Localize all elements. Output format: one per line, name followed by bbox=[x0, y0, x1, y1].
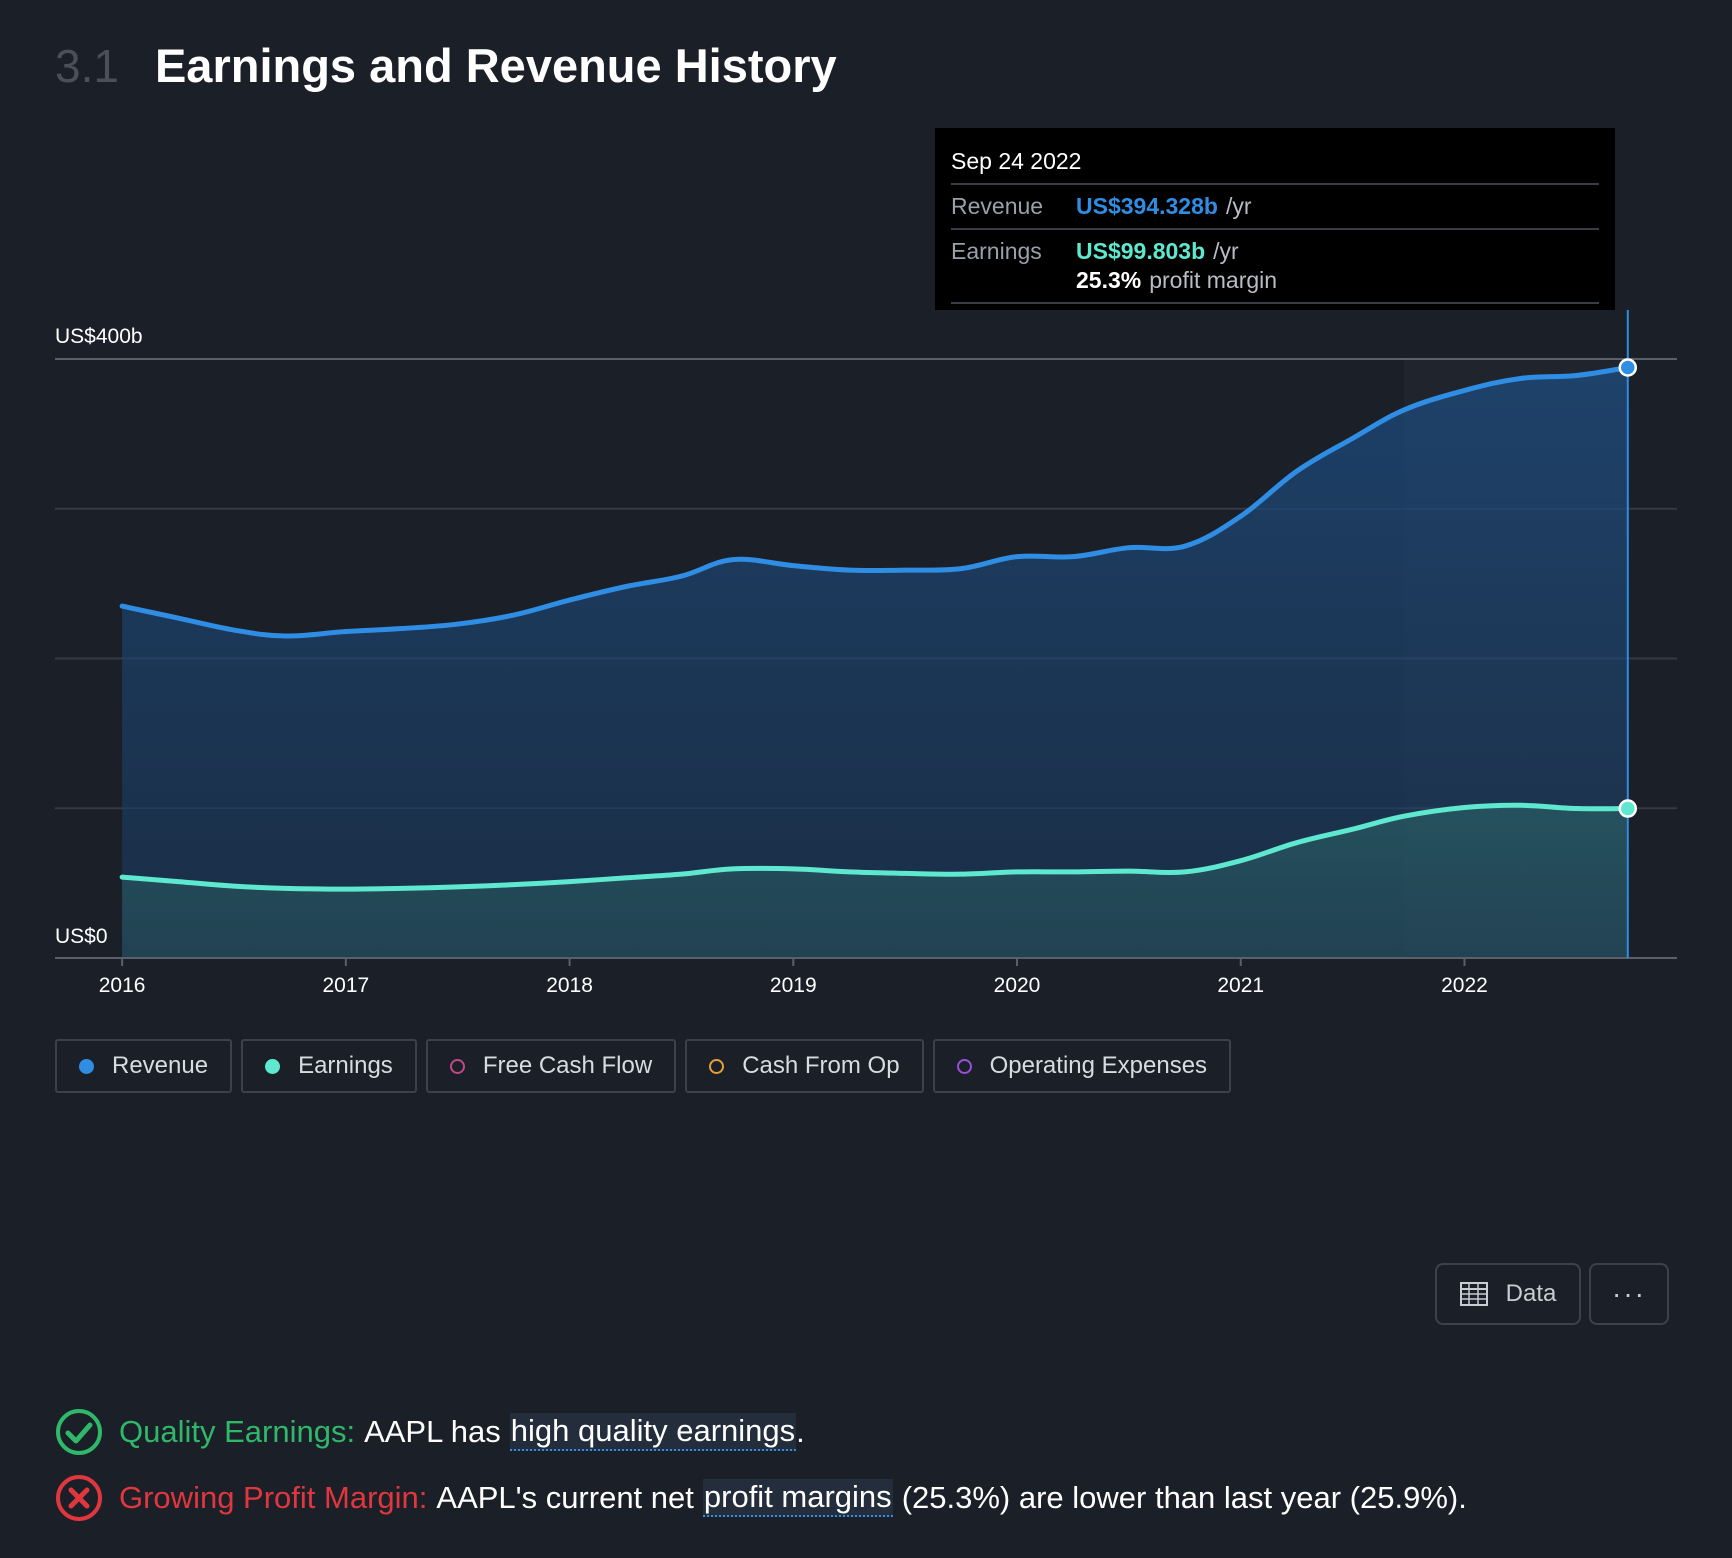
section-title: Earnings and Revenue History bbox=[154, 39, 837, 92]
tooltip-earnings-unit: /yr bbox=[1213, 238, 1239, 264]
legend-cash-from-op-label: Cash From Op bbox=[742, 1052, 900, 1079]
tooltip-revenue-row: Revenue US$394.328b /yr bbox=[951, 185, 1599, 230]
tooltip-margin-row: 25.3% profit margin bbox=[951, 267, 1599, 296]
legend-operating-expenses[interactable]: Operating Expenses bbox=[932, 1039, 1232, 1093]
legend-revenue[interactable]: Revenue bbox=[55, 1039, 233, 1093]
more-options-button[interactable]: ··· bbox=[1589, 1263, 1669, 1325]
more-icon: ··· bbox=[1612, 1278, 1646, 1309]
tooltip-earnings-label: Earnings bbox=[951, 238, 1042, 264]
tooltip-date: Sep 24 2022 bbox=[951, 148, 1599, 185]
x-tick-label: 2019 bbox=[770, 974, 817, 997]
area-layer bbox=[122, 367, 1628, 959]
tooltip-revenue-unit: /yr bbox=[1225, 193, 1252, 219]
legend-free-cash-flow-label: Free Cash Flow bbox=[482, 1052, 653, 1079]
quality-earnings-period: . bbox=[796, 1414, 805, 1449]
section-header: 3.1 Earnings and Revenue History bbox=[55, 38, 837, 93]
tooltip-revenue-value: US$394.328b bbox=[1076, 193, 1218, 219]
high-quality-earnings-link[interactable]: high quality earnings bbox=[509, 1413, 797, 1451]
section-number: 3.1 bbox=[55, 40, 119, 92]
legend-free-cash-flow[interactable]: Free Cash Flow bbox=[425, 1039, 677, 1093]
quality-earnings-check: Quality Earnings: AAPL has high quality … bbox=[55, 1408, 805, 1456]
legend-revenue-label: Revenue bbox=[112, 1052, 209, 1079]
cross-circle-icon bbox=[56, 1475, 102, 1521]
y-tick-label: US$0 bbox=[55, 925, 108, 948]
x-tick-label: 2021 bbox=[1217, 974, 1264, 997]
revenue-dot-icon bbox=[79, 1058, 94, 1074]
earnings-revenue-chart[interactable]: US$0 US$400b 2016 2017 2018 2019 2020 2021 2022 bbox=[0, 0, 1732, 1100]
quality-earnings-label: Quality Earnings: bbox=[119, 1414, 356, 1449]
axis-layer: US$0 US$400b 2016 2017 2018 2019 2020 2021 2022 bbox=[55, 325, 1677, 997]
x-tick-label: 2020 bbox=[994, 974, 1041, 997]
x-tick-label: 2018 bbox=[546, 974, 593, 997]
profit-margin-text-1: AAPL's current net bbox=[436, 1480, 694, 1515]
legend-earnings[interactable]: Earnings bbox=[241, 1039, 417, 1093]
x-tick-label: 2016 bbox=[99, 974, 146, 997]
line-layer bbox=[119, 364, 1631, 892]
cash-from-op-ring-icon bbox=[709, 1058, 725, 1074]
earnings-dot-icon bbox=[265, 1058, 281, 1074]
revenue-line bbox=[119, 364, 1631, 639]
tooltip-divider bbox=[951, 302, 1599, 304]
x-tick-label: 2017 bbox=[322, 974, 369, 997]
revenue-marker bbox=[1618, 358, 1638, 377]
operating-expenses-ring-icon bbox=[956, 1058, 972, 1074]
data-button-label: Data bbox=[1505, 1280, 1557, 1307]
marker-layer bbox=[1618, 310, 1638, 958]
quality-earnings-text: AAPL has bbox=[364, 1414, 501, 1449]
tooltip-earnings-row: Earnings US$99.803b /yr bbox=[951, 230, 1599, 267]
earnings-marker bbox=[1618, 799, 1638, 818]
tooltip-margin-label: profit margin bbox=[1149, 267, 1278, 293]
growing-profit-margin-check: Growing Profit Margin: AAPL's current ne… bbox=[55, 1474, 1467, 1522]
tooltip-earnings-value: US$99.803b bbox=[1076, 238, 1206, 264]
legend-cash-from-op[interactable]: Cash From Op bbox=[685, 1039, 924, 1093]
earnings-line bbox=[119, 802, 1631, 892]
legend-operating-expenses-label: Operating Expenses bbox=[989, 1052, 1208, 1079]
chart-legend: Revenue Earnings Free Cash Flow Cash Fro… bbox=[55, 1039, 1232, 1093]
tooltip-revenue-label: Revenue bbox=[951, 193, 1044, 219]
data-button[interactable]: Data bbox=[1435, 1263, 1581, 1325]
table-icon bbox=[1459, 1282, 1488, 1306]
legend-earnings-label: Earnings bbox=[298, 1052, 393, 1079]
growing-profit-margin-label: Growing Profit Margin: bbox=[119, 1480, 428, 1515]
revenue-area bbox=[122, 367, 1628, 959]
tooltip-margin-value: 25.3% bbox=[1076, 267, 1142, 293]
free-cash-flow-ring-icon bbox=[449, 1058, 465, 1074]
y-tick-label: US$400b bbox=[55, 325, 143, 348]
earnings-area bbox=[122, 805, 1628, 958]
check-circle-icon bbox=[56, 1409, 102, 1455]
profit-margins-link[interactable]: profit margins bbox=[702, 1479, 893, 1517]
profit-margin-text-2: (25.3%) are lower than last year (25.9%)… bbox=[901, 1480, 1467, 1515]
chart-tooltip: Sep 24 2022 Revenue US$394.328b /yr Earn… bbox=[935, 128, 1615, 310]
x-tick-label: 2022 bbox=[1441, 974, 1488, 997]
